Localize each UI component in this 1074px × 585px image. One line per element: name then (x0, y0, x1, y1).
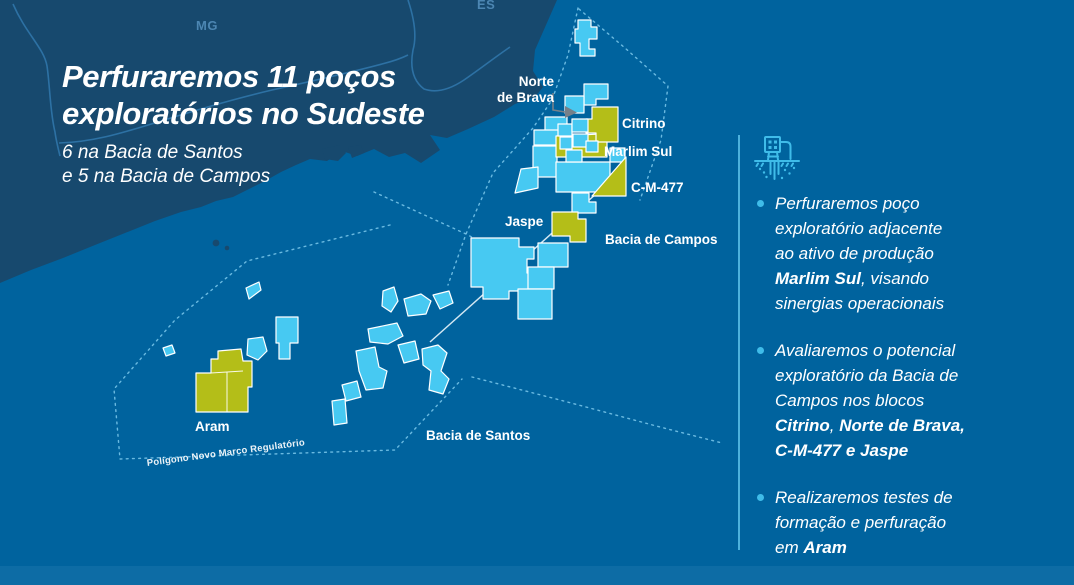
exploration-block (583, 83, 609, 106)
page-title: Perfuraremos 11 poços exploratórios no S… (62, 58, 425, 132)
coastline-land (0, 0, 557, 283)
exploration-block (517, 288, 553, 320)
headline: Perfuraremos 11 poços exploratórios no S… (62, 58, 425, 189)
aram-block-subdivision (210, 370, 244, 412)
leader-line (552, 93, 566, 113)
bullet-text: Perfuraremos poço exploratório adjacente… (775, 194, 945, 313)
norte-de-brava-leader (552, 93, 577, 118)
exploration-block (609, 147, 626, 163)
santos-blocks-group (162, 281, 454, 426)
exploration-block (245, 281, 262, 300)
state-border (58, 54, 409, 144)
state-border (12, 3, 61, 157)
label-bacia-de-santos: Bacia de Santos (426, 428, 531, 443)
state-label-es: ES (477, 0, 496, 12)
exploration-block (565, 149, 583, 163)
exploration-block (571, 118, 589, 133)
exploration-block (381, 286, 399, 313)
exploration-block (432, 290, 454, 310)
exploration-block (246, 336, 268, 361)
label-bacia-de-campos: Bacia de Campos (605, 232, 718, 247)
exploration-block (403, 293, 432, 317)
coastal-islet (224, 245, 230, 251)
bullet-dot-icon (757, 494, 764, 501)
exploration-block (559, 136, 573, 150)
exploration-block (421, 344, 450, 395)
page-subtitle: 6 na Bacia de Santos e 5 na Bacia de Cam… (62, 141, 424, 189)
list-item: Avaliaremos o potencial exploratório da … (756, 338, 1008, 463)
exploration-block (514, 166, 539, 194)
exploration-block (574, 19, 598, 57)
jaspe-block (551, 211, 587, 243)
aram-block-group (195, 348, 253, 413)
coastal-islet (212, 239, 220, 247)
exploration-block (527, 266, 555, 290)
exploration-block (557, 123, 573, 137)
exploration-block (355, 346, 388, 391)
leader-arrow-icon (565, 106, 577, 118)
boundary-southeast (471, 376, 723, 444)
exploration-block (537, 242, 569, 268)
bullet-dot-icon (757, 347, 764, 354)
list-item: Realizaremos testes de formação e perfur… (756, 485, 1008, 560)
state-label-mg: MG (196, 18, 218, 33)
label-aram: Aram (195, 419, 230, 434)
exploration-block (397, 340, 420, 364)
novo-marco-polygon-boundary (113, 224, 463, 460)
land-group (0, 0, 557, 283)
drilling-rig-icon (754, 136, 800, 180)
subtitle-line-1: 6 na Bacia de Santos (62, 142, 243, 163)
exploration-block (367, 322, 404, 345)
exploration-block (331, 398, 348, 426)
exploration-block (275, 316, 299, 360)
title-line-2: exploratórios no Sudeste (62, 96, 425, 131)
label-norte-de-brava: Norte de Brava (496, 74, 554, 105)
bullet-dot-icon (757, 200, 764, 207)
cm477-block (591, 156, 627, 197)
bullet-text: Realizaremos testes de formação e perfur… (775, 488, 953, 557)
jaspe-chain-group (470, 192, 597, 320)
label-marlim-sul: Marlim Sul (604, 144, 673, 159)
label-jaspe: Jaspe (505, 214, 544, 229)
state-border (407, 0, 511, 92)
subtitle-line-2: e 5 na Bacia de Campos (62, 166, 271, 187)
panel-divider (738, 135, 740, 550)
bullet-text: Avaliaremos o potencial exploratório da … (775, 341, 965, 460)
bottom-band (0, 566, 1074, 585)
exploration-block (533, 129, 560, 146)
state-borders-group (12, 0, 511, 157)
coastal-island (348, 145, 364, 158)
campos-boundary-east (578, 8, 669, 201)
exploration-block (585, 140, 599, 153)
aram-block (195, 348, 253, 413)
coastal-island (322, 145, 346, 161)
list-item: Perfuraremos poço exploratório adjacente… (756, 191, 1008, 316)
takeaways-list: Perfuraremos poço exploratório adjacente… (756, 191, 1008, 582)
exploration-block (162, 344, 176, 357)
citrino-block (585, 106, 619, 143)
exploration-block (341, 380, 362, 402)
label-citrino: Citrino (622, 116, 666, 131)
title-line-1: Perfuraremos 11 poços (62, 59, 396, 94)
label-cm477: C-M-477 (631, 180, 684, 195)
campos-blocks-group (514, 19, 627, 197)
